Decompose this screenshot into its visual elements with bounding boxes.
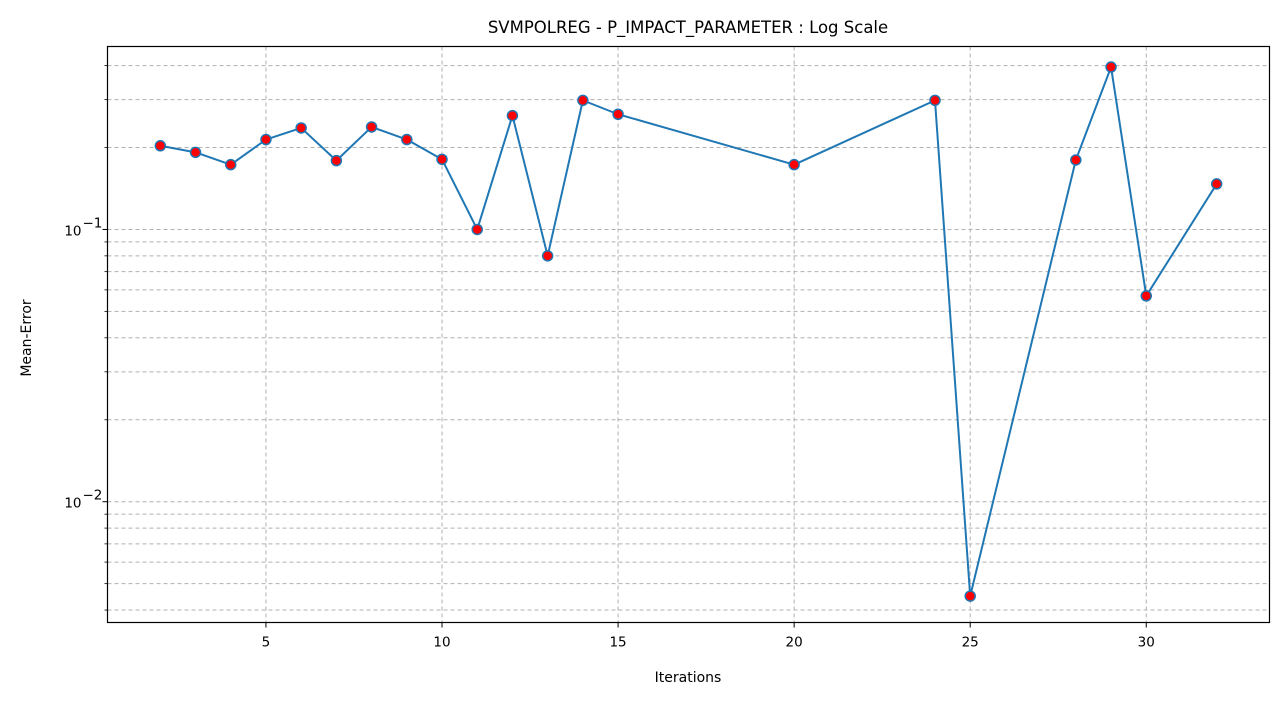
x-tick-label: 10 — [433, 635, 450, 651]
data-point — [541, 250, 554, 262]
x-axis: 5 10 15 20 25 30 — [262, 622, 1155, 651]
data-point — [154, 140, 167, 152]
data-point — [224, 158, 237, 171]
y-tick-exponent: −1 — [83, 215, 103, 231]
data-point — [788, 158, 800, 171]
data-point — [260, 133, 272, 146]
data-point — [612, 108, 624, 120]
data-point — [330, 154, 343, 167]
y-tick-exponent: −2 — [83, 488, 103, 504]
y-axis-label: Mean-Error — [19, 299, 35, 377]
data-point — [471, 223, 483, 236]
y-tick-label: 10 — [64, 496, 81, 512]
data-point — [1105, 61, 1117, 73]
data-point — [365, 121, 378, 133]
x-tick-label: 5 — [262, 635, 271, 651]
data-point — [436, 153, 448, 166]
y-axis: 10−210−1 — [64, 65, 108, 611]
x-tick-label: 15 — [609, 635, 626, 651]
data-point — [1140, 290, 1153, 302]
data-point — [1210, 178, 1223, 190]
data-point — [189, 146, 202, 159]
data-series — [154, 61, 1223, 602]
grid-lines — [107, 46, 1270, 623]
plot-frame — [106, 45, 1271, 624]
x-tick-label: 20 — [786, 635, 803, 651]
data-point — [295, 122, 307, 134]
data-point — [401, 133, 413, 146]
x-tick-label: 25 — [962, 635, 979, 651]
data-point — [577, 94, 589, 107]
data-point — [1070, 154, 1082, 166]
data-point — [929, 94, 941, 107]
y-tick-label: 10 — [64, 223, 81, 239]
chart-title: SVMPOLREG - P_IMPACT_PARAMETER : Log Sca… — [488, 18, 888, 38]
x-tick-label: 30 — [1138, 635, 1155, 651]
data-point — [964, 590, 976, 602]
x-axis-label: Iterations — [655, 670, 722, 686]
data-point — [506, 109, 519, 122]
